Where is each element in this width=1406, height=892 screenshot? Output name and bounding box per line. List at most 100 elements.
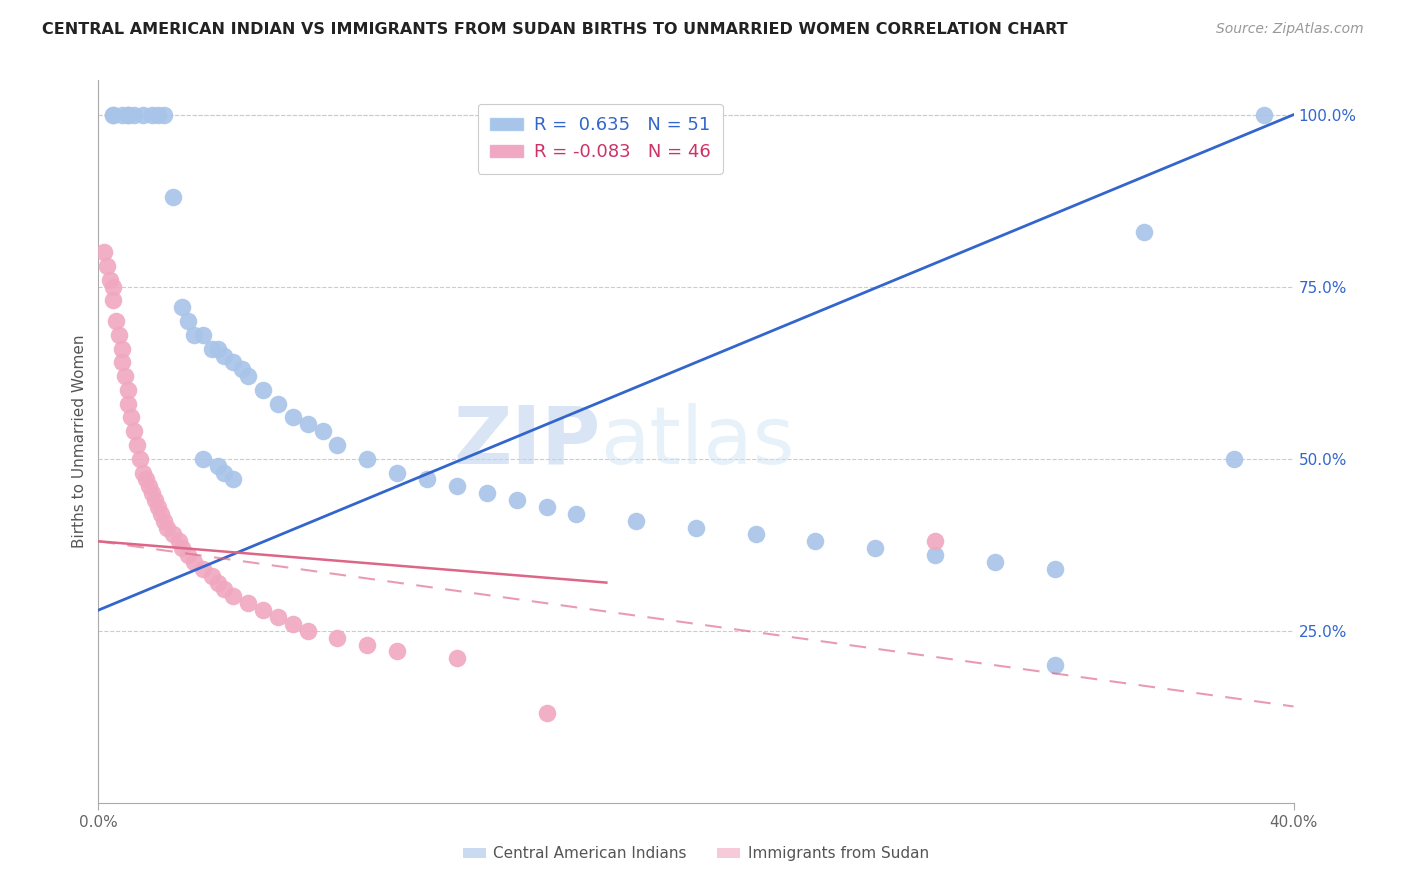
Point [201, 342, 224, 356]
Point [141, 486, 163, 500]
Point [446, 651, 468, 665]
Point [1223, 451, 1246, 466]
Text: Source: ZipAtlas.com: Source: ZipAtlas.com [1216, 22, 1364, 37]
Point [326, 631, 349, 645]
Point [124, 424, 146, 438]
Point [222, 355, 245, 369]
Point [416, 472, 439, 486]
Point [924, 534, 946, 549]
Point [804, 534, 827, 549]
Point [148, 500, 170, 514]
Point [236, 369, 259, 384]
Point [385, 466, 409, 480]
Point [162, 190, 184, 204]
Text: ZIP: ZIP [453, 402, 600, 481]
Point [153, 514, 176, 528]
Point [267, 610, 290, 624]
Point [1133, 225, 1156, 239]
Point [475, 486, 498, 500]
Point [446, 479, 468, 493]
Point [212, 582, 235, 597]
Point [183, 555, 205, 569]
Point [222, 590, 245, 604]
Point [865, 541, 887, 556]
Point [117, 397, 139, 411]
Point [297, 624, 319, 638]
Point [207, 575, 229, 590]
Point [252, 603, 274, 617]
Point [129, 451, 152, 466]
Point [984, 555, 1007, 569]
Point [172, 301, 194, 315]
Point [222, 472, 245, 486]
Point [96, 259, 118, 273]
Point [1043, 658, 1066, 673]
Point [565, 507, 588, 521]
Point [117, 383, 139, 397]
Point [177, 548, 200, 562]
Point [162, 527, 184, 541]
Y-axis label: Births to Unmarried Women: Births to Unmarried Women [72, 334, 87, 549]
Point [114, 369, 136, 384]
Point [252, 383, 274, 397]
Point [536, 706, 558, 721]
Point [141, 108, 163, 122]
Point [103, 293, 125, 308]
Point [117, 108, 139, 122]
Point [177, 314, 200, 328]
Point [191, 562, 214, 576]
Point [105, 314, 128, 328]
Point [236, 596, 259, 610]
Point [281, 410, 304, 425]
Point [98, 273, 122, 287]
Point [117, 108, 139, 122]
Point [153, 108, 176, 122]
Point [156, 520, 179, 534]
Text: CENTRAL AMERICAN INDIAN VS IMMIGRANTS FROM SUDAN BIRTHS TO UNMARRIED WOMEN CORRE: CENTRAL AMERICAN INDIAN VS IMMIGRANTS FR… [42, 22, 1067, 37]
Point [103, 108, 125, 122]
Point [135, 472, 157, 486]
Point [120, 410, 142, 425]
Point [536, 500, 558, 514]
Point [924, 548, 946, 562]
Point [132, 108, 155, 122]
Point [148, 108, 170, 122]
Point [212, 349, 235, 363]
Point [207, 458, 229, 473]
Point [93, 245, 115, 260]
Point [150, 507, 173, 521]
Point [108, 327, 131, 342]
Point [103, 108, 125, 122]
Point [111, 342, 134, 356]
Point [231, 362, 253, 376]
Point [191, 327, 214, 342]
Point [124, 108, 146, 122]
Point [281, 616, 304, 631]
Point [745, 527, 768, 541]
Point [143, 493, 166, 508]
Point [326, 438, 349, 452]
Point [626, 514, 648, 528]
Point [685, 520, 707, 534]
Point [1253, 108, 1275, 122]
Text: atlas: atlas [600, 402, 794, 481]
Point [311, 424, 333, 438]
Point [127, 438, 149, 452]
Point [356, 451, 378, 466]
Point [207, 342, 229, 356]
Point [385, 644, 409, 658]
Point [267, 397, 290, 411]
Point [132, 466, 155, 480]
Point [356, 638, 378, 652]
Point [103, 279, 125, 293]
Point [1043, 562, 1066, 576]
Point [297, 417, 319, 432]
Point [183, 327, 205, 342]
Point [506, 493, 529, 508]
Legend: Central American Indians, Immigrants from Sudan: Central American Indians, Immigrants fro… [457, 840, 935, 867]
Point [111, 355, 134, 369]
Point [138, 479, 160, 493]
Point [111, 108, 134, 122]
Point [191, 451, 214, 466]
Point [167, 534, 190, 549]
